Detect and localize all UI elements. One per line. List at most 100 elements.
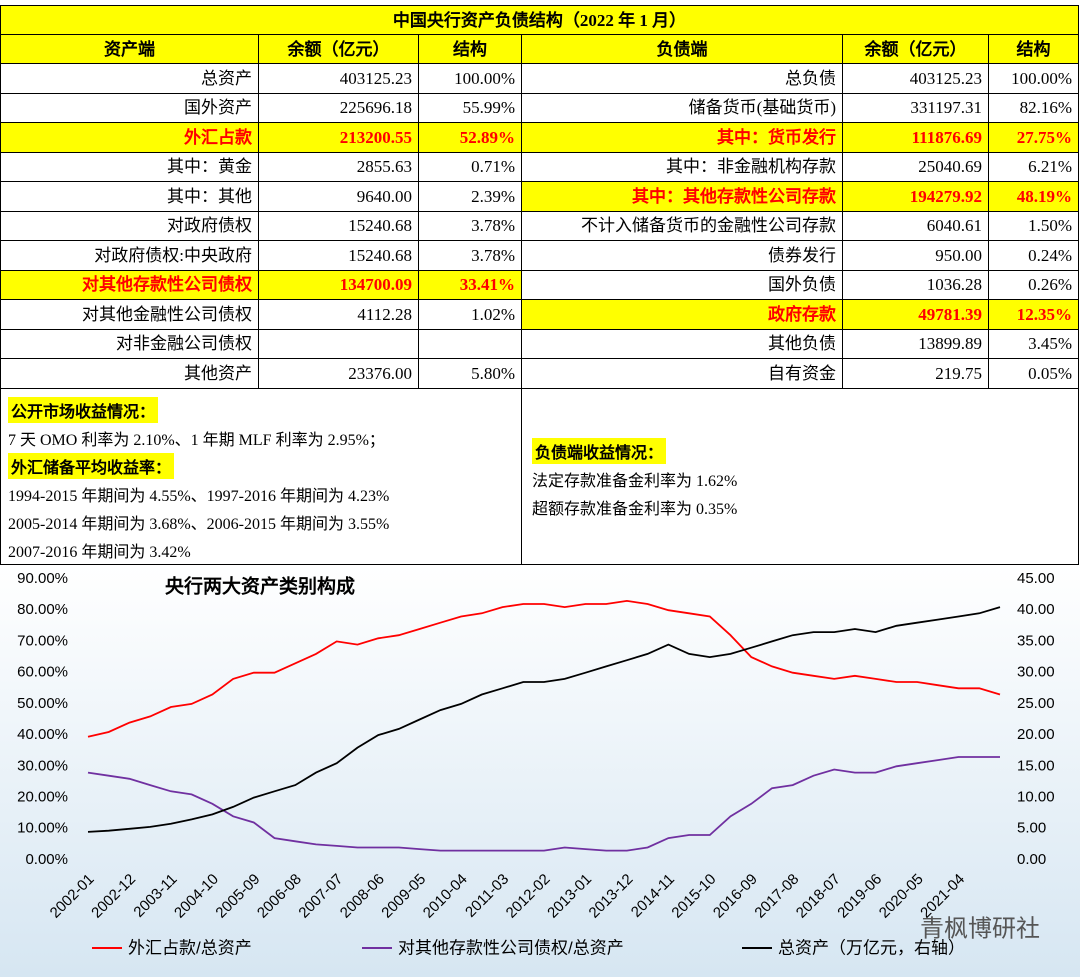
table-cell: 13899.89 xyxy=(842,328,989,359)
y-tick-label: 70.00% xyxy=(17,632,68,649)
table-cell: 950.00 xyxy=(842,240,989,271)
table-cell: 9640.00 xyxy=(258,181,419,212)
table-cell: 其中：其他 xyxy=(0,181,259,212)
y2-tick-label: 10.00 xyxy=(1017,789,1055,806)
table-cell: 自有资金 xyxy=(521,358,843,389)
series-line xyxy=(87,606,1001,833)
table-cell: 债券发行 xyxy=(521,240,843,271)
table-cell: 国外资产 xyxy=(0,92,259,123)
watermark: 青枫博研社 xyxy=(920,915,1040,942)
table-cell: 外汇占款 xyxy=(0,122,259,153)
table-cell: 23376.00 xyxy=(258,358,419,389)
table-cell xyxy=(258,328,419,359)
table-cell: 其中：非金融机构存款 xyxy=(521,151,843,182)
y-tick-label: 60.00% xyxy=(17,664,68,681)
notes-right-box xyxy=(521,388,1079,565)
table-cell: 48.19% xyxy=(988,181,1079,212)
table-cell: 2855.63 xyxy=(258,151,419,182)
table-cell: 4112.28 xyxy=(258,299,419,330)
note-text: 法定存款准备金利率为 1.62% xyxy=(532,473,738,490)
table-cell: 储备货币(基础货币) xyxy=(521,92,843,123)
table-cell: 225696.18 xyxy=(258,92,419,123)
table-header: 结构 xyxy=(988,34,1079,64)
table-cell: 52.89% xyxy=(418,122,522,153)
series-line xyxy=(87,599,1001,738)
y2-tick-label: 15.00 xyxy=(1017,757,1055,774)
legend-label: 总资产（万亿元，右轴） xyxy=(778,938,965,957)
table-cell: 55.99% xyxy=(418,92,522,123)
table-cell: 对其他金融性公司债权 xyxy=(0,299,259,330)
table-cell: 其中：货币发行 xyxy=(521,122,843,153)
table-cell: 15240.68 xyxy=(258,210,419,241)
table-cell: 33.41% xyxy=(418,269,522,300)
table-cell: 213200.55 xyxy=(258,122,419,153)
table-cell: 134700.09 xyxy=(258,269,419,300)
table-cell: 49781.39 xyxy=(842,299,989,330)
table-header: 余额（亿元） xyxy=(842,34,989,64)
table-cell: 对政府债权 xyxy=(0,210,259,241)
table-cell: 总负债 xyxy=(521,63,843,94)
note-text: 1994-2015 年期间为 4.55%、1997-2016 年期间为 4.23… xyxy=(8,488,390,505)
legend-label: 对其他存款性公司债权/总资产 xyxy=(398,938,624,957)
y2-tick-label: 40.00 xyxy=(1017,601,1055,618)
y2-tick-label: 35.00 xyxy=(1017,632,1055,649)
table-cell xyxy=(418,328,522,359)
y2-tick-label: 45.00 xyxy=(1017,570,1055,587)
table-cell: 国外负债 xyxy=(521,269,843,300)
table-cell: 0.26% xyxy=(988,269,1079,300)
table-header: 负债端 xyxy=(521,34,843,64)
table-cell: 其中：其他存款性公司存款 xyxy=(521,181,843,212)
y-tick-label: 20.00% xyxy=(17,789,68,806)
table-cell: 219.75 xyxy=(842,358,989,389)
y-tick-label: 10.00% xyxy=(17,820,68,837)
y2-tick-label: 20.00 xyxy=(1017,726,1055,743)
note-text: 7 天 OMO 利率为 2.10%、1 年期 MLF 利率为 2.95%； xyxy=(8,432,385,449)
table-cell: 1.02% xyxy=(418,299,522,330)
table-cell: 对非金融公司债权 xyxy=(0,328,259,359)
table-cell: 111876.69 xyxy=(842,122,989,153)
y2-tick-label: 30.00 xyxy=(1017,664,1055,681)
note-text: 2007-2016 年期间为 3.42% xyxy=(8,544,191,561)
y2-tick-label: 5.00 xyxy=(1017,820,1046,837)
series-line xyxy=(87,756,1000,852)
legend-label: 外汇占款/总资产 xyxy=(128,938,252,957)
note-text: 2005-2014 年期间为 3.68%、2006-2015 年期间为 3.55… xyxy=(8,516,390,533)
note-text: 负债端收益情况： xyxy=(532,438,667,464)
note-text: 超额存款准备金利率为 0.35% xyxy=(532,501,738,518)
table-cell: 政府存款 xyxy=(521,299,843,330)
table-cell: 25040.69 xyxy=(842,151,989,182)
table-cell: 其中：黄金 xyxy=(0,151,259,182)
table-cell: 82.16% xyxy=(988,92,1079,123)
table-cell: 100.00% xyxy=(988,63,1079,94)
chart-background xyxy=(0,565,1080,977)
table-cell: 15240.68 xyxy=(258,240,419,271)
table-cell: 6040.61 xyxy=(842,210,989,241)
table-cell: 对其他存款性公司债权 xyxy=(0,269,259,300)
table-cell: 5.80% xyxy=(418,358,522,389)
y-tick-label: 30.00% xyxy=(17,757,68,774)
table-cell: 3.45% xyxy=(988,328,1079,359)
table-header: 余额（亿元） xyxy=(258,34,419,64)
y-tick-label: 80.00% xyxy=(17,601,68,618)
table-cell: 194279.92 xyxy=(842,181,989,212)
table-cell: 其他负债 xyxy=(521,328,843,359)
table-cell: 3.78% xyxy=(418,210,522,241)
y2-tick-label: 0.00 xyxy=(1017,851,1046,868)
y-tick-label: 50.00% xyxy=(17,695,68,712)
table-cell: 总资产 xyxy=(0,63,259,94)
table-cell: 1036.28 xyxy=(842,269,989,300)
table-cell: 331197.31 xyxy=(842,92,989,123)
y-tick-label: 90.00% xyxy=(17,570,68,587)
table-cell: 2.39% xyxy=(418,181,522,212)
table-cell: 0.24% xyxy=(988,240,1079,271)
table-cell: 其他资产 xyxy=(0,358,259,389)
y-tick-label: 40.00% xyxy=(17,726,68,743)
table-cell: 0.71% xyxy=(418,151,522,182)
chart-title: 央行两大资产类别构成 xyxy=(165,575,355,598)
table-cell: 100.00% xyxy=(418,63,522,94)
note-text: 公开市场收益情况： xyxy=(8,397,159,423)
table-cell: 27.75% xyxy=(988,122,1079,153)
table-cell: 0.05% xyxy=(988,358,1079,389)
table-cell: 403125.23 xyxy=(258,63,419,94)
